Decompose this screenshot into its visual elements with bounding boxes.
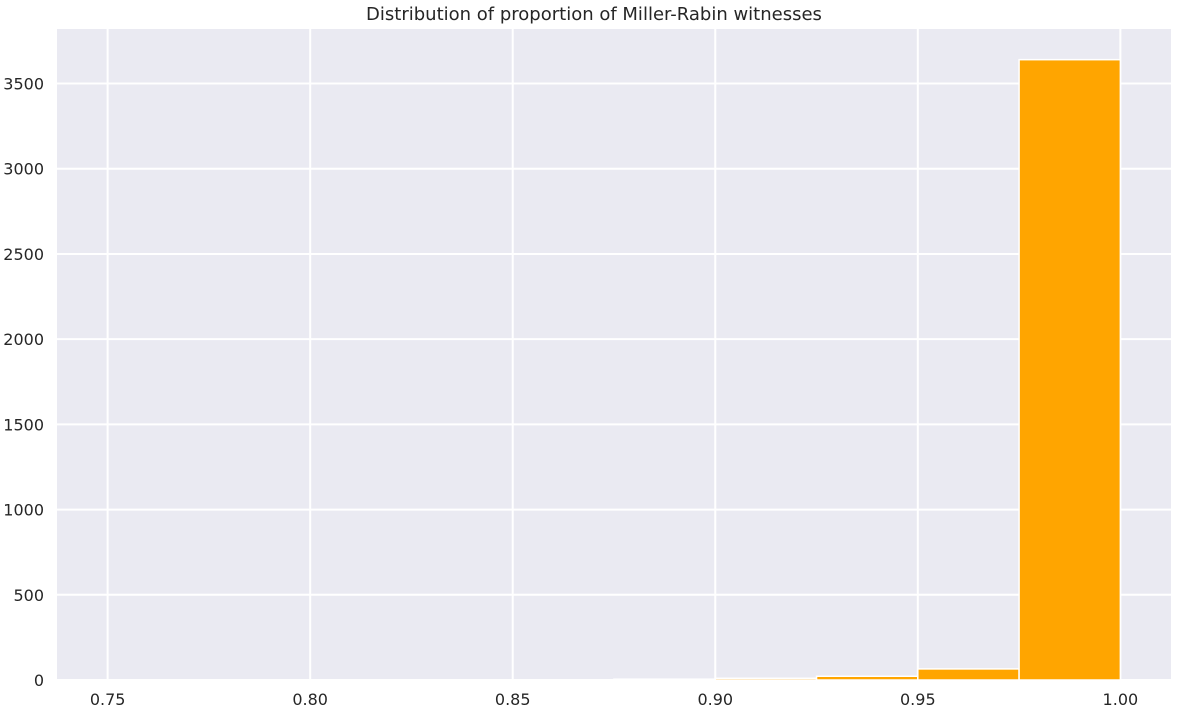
- histogram-bar-5: [613, 678, 717, 681]
- y-tick-label: 0: [34, 671, 44, 690]
- histogram-bar-7: [815, 675, 919, 681]
- x-tick-label: 0.75: [90, 690, 126, 709]
- x-tick-label: 0.85: [495, 690, 531, 709]
- y-tick-label: 500: [13, 586, 44, 605]
- histogram-bar-9: [1018, 58, 1122, 681]
- x-tick-label: 0.90: [697, 690, 733, 709]
- y-tick-label: 3000: [3, 160, 44, 179]
- y-tick-label: 2000: [3, 330, 44, 349]
- y-tick-label: 1000: [3, 501, 44, 520]
- y-tick-label: 1500: [3, 415, 44, 434]
- plot-area: [57, 29, 1171, 680]
- y-tick-label: 3500: [3, 75, 44, 94]
- chart-title: Distribution of proportion of Miller-Rab…: [366, 4, 822, 25]
- x-tick-label: 1.00: [1103, 690, 1139, 709]
- y-tick-label: 2500: [3, 245, 44, 264]
- x-tick-label: 0.80: [292, 690, 328, 709]
- histogram-bar-6: [714, 677, 818, 681]
- histogram-bar-8: [917, 668, 1020, 681]
- x-tick-label: 0.95: [900, 690, 936, 709]
